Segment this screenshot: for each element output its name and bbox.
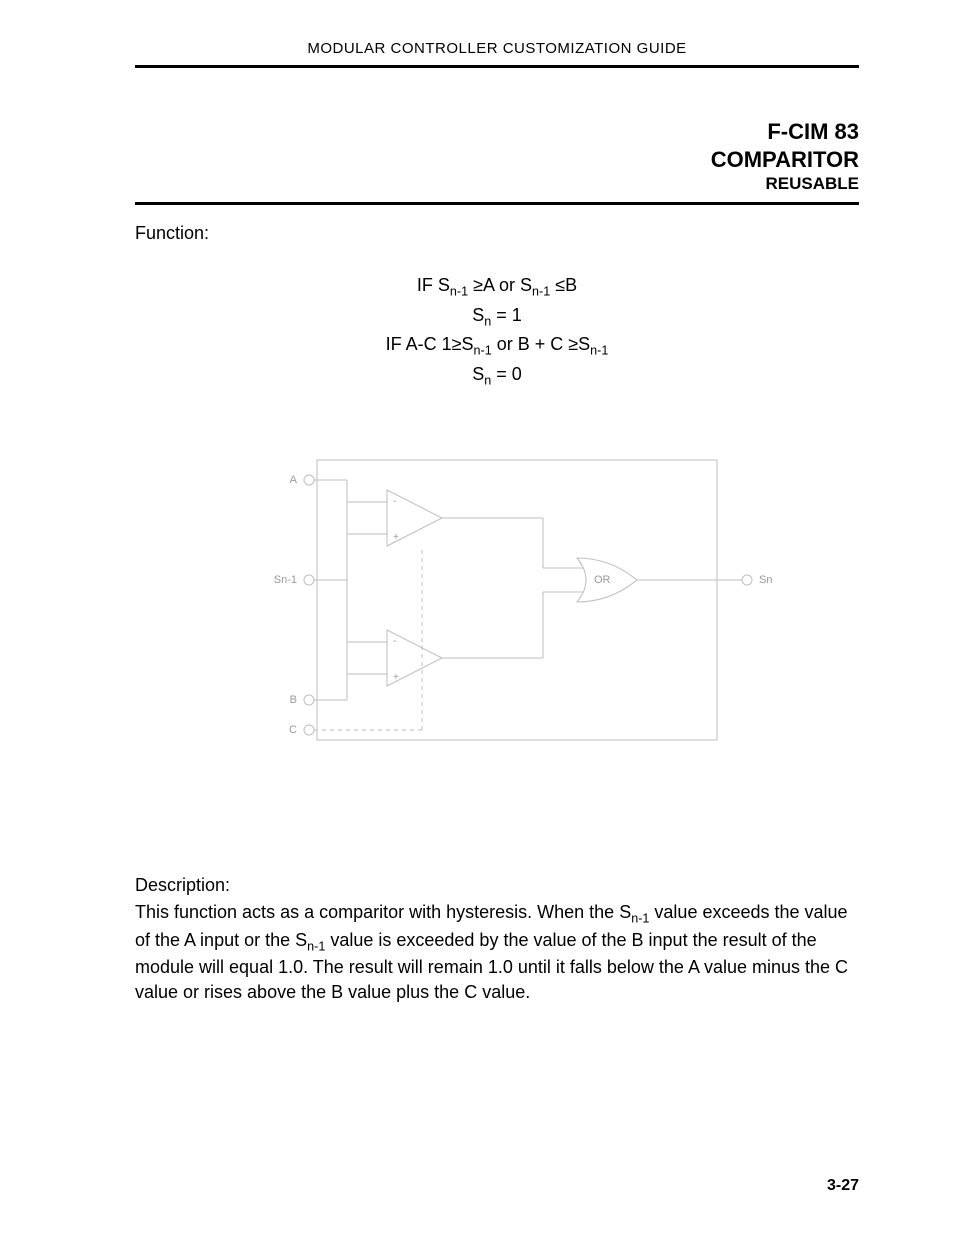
t: IF S	[417, 275, 450, 295]
function-label: Function:	[135, 223, 859, 244]
svg-text:+: +	[393, 672, 399, 683]
t: = 0	[491, 364, 522, 384]
t: This function acts as a comparitor with …	[135, 902, 631, 922]
title-line-1: F-CIM 83	[135, 118, 859, 146]
math-line-4: Sn = 0	[135, 361, 859, 390]
page: MODULAR CONTROLLER CUSTOMIZATION GUIDE F…	[0, 0, 954, 1235]
header-rule	[135, 65, 859, 68]
t: ≥A or S	[468, 275, 532, 295]
description-label: Description:	[135, 875, 859, 896]
title-line-3: REUSABLE	[135, 173, 859, 194]
t: n-1	[307, 939, 325, 953]
math-line-1: IF Sn-1 ≥A or Sn-1 ≤B	[135, 272, 859, 301]
description-body: This function acts as a comparitor with …	[135, 900, 859, 1004]
function-math: IF Sn-1 ≥A or Sn-1 ≤B Sn = 1 IF A-C 1≥Sn…	[135, 272, 859, 390]
title-block: F-CIM 83 COMPARITOR REUSABLE	[135, 118, 859, 194]
t: or B + C ≥S	[492, 334, 590, 354]
t: n-1	[532, 285, 550, 299]
math-line-3: IF A-C 1≥Sn-1 or B + C ≥Sn-1	[135, 331, 859, 360]
svg-text:Sn: Sn	[759, 574, 772, 586]
svg-text:+: +	[393, 532, 399, 543]
t: n-1	[590, 344, 608, 358]
svg-text:-: -	[393, 636, 396, 647]
t: = 1	[491, 305, 522, 325]
t: ≤B	[550, 275, 577, 295]
title-line-2: COMPARITOR	[135, 146, 859, 174]
comparator-diagram: A Sn-1 B C Sn - + - + OR	[135, 450, 859, 755]
t: S	[472, 305, 484, 325]
t: IF A-C 1≥S	[386, 334, 474, 354]
comparator-diagram-svg: A Sn-1 B C Sn - + - + OR	[217, 450, 777, 750]
t: n-1	[450, 285, 468, 299]
math-line-2: Sn = 1	[135, 302, 859, 331]
t: n-1	[631, 912, 649, 926]
t: S	[472, 364, 484, 384]
svg-text:-: -	[393, 496, 396, 507]
page-number: 3-27	[827, 1177, 859, 1195]
svg-text:OR: OR	[594, 574, 611, 586]
running-head: MODULAR CONTROLLER CUSTOMIZATION GUIDE	[135, 40, 859, 57]
t: n-1	[474, 344, 492, 358]
svg-text:A: A	[290, 474, 298, 486]
svg-text:Sn-1: Sn-1	[274, 574, 297, 586]
title-rule	[135, 202, 859, 205]
svg-text:B: B	[290, 694, 297, 706]
svg-text:C: C	[289, 724, 297, 736]
